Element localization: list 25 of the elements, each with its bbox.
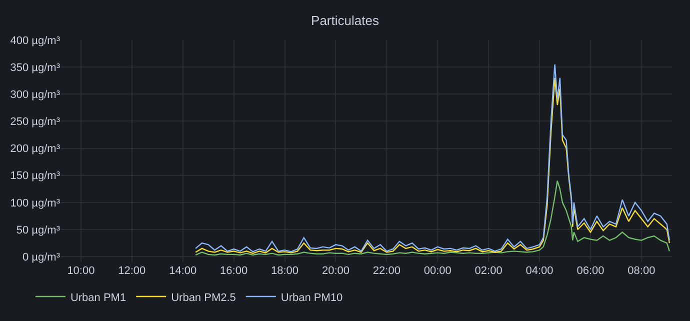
x-tick-label: 06:00: [576, 265, 604, 277]
legend-label: Urban PM1: [70, 292, 126, 304]
x-tick-label: 18:00: [270, 265, 299, 277]
x-tick-label: 08:00: [628, 265, 656, 277]
x-tick-label: 20:00: [322, 265, 350, 277]
legend-label: Urban PM10: [280, 292, 343, 304]
y-tick-label: 300 µg/m³: [10, 89, 60, 101]
x-tick-label: 04:00: [526, 265, 554, 277]
x-tick-label: 10:00: [67, 265, 95, 277]
y-tick-label: 0 µg/m³: [22, 251, 60, 264]
chart-title: Particulates: [311, 13, 380, 28]
x-tick-label: 16:00: [220, 265, 248, 277]
y-tick-label: 400 µg/m³: [10, 34, 60, 47]
x-tick-label: 02:00: [474, 265, 502, 277]
y-tick-label: 100 µg/m³: [10, 197, 60, 210]
y-tick-label: 350 µg/m³: [10, 62, 60, 74]
y-tick-label: 50 µg/m³: [16, 224, 60, 236]
y-tick-label: 200 µg/m³: [10, 143, 60, 156]
y-tick-label: 150 µg/m³: [10, 170, 60, 182]
x-tick-label: 22:00: [372, 265, 400, 277]
x-tick-label: 00:00: [424, 265, 452, 277]
legend-label: Urban PM2.5: [171, 292, 236, 304]
x-tick-label: 14:00: [169, 265, 197, 277]
x-tick-label: 12:00: [118, 265, 146, 277]
y-tick-label: 250 µg/m³: [10, 116, 60, 128]
